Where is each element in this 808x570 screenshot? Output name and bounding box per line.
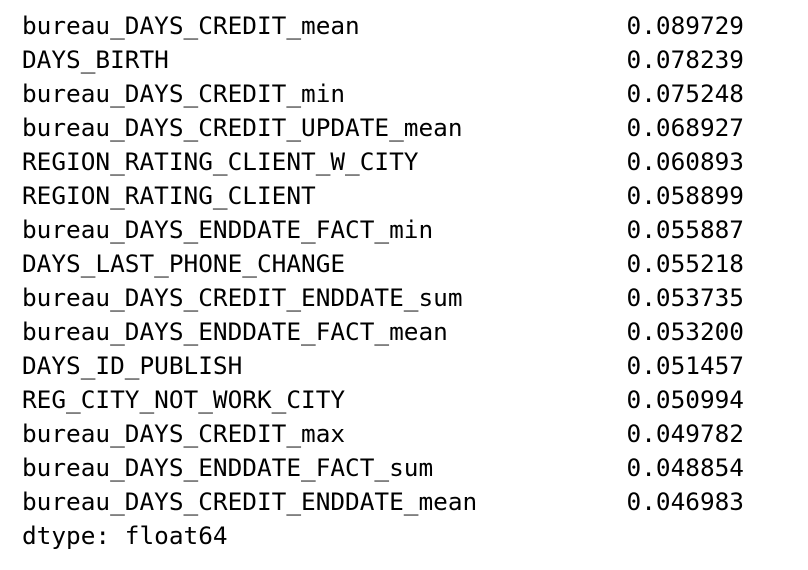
series-output: bureau_DAYS_CREDIT_mean 0.089729 DAYS_BI… [22,9,782,553]
feature-name: bureau_DAYS_CREDIT_mean [22,11,360,40]
series-row: bureau_DAYS_ENDDATE_FACT_min 0.055887 [22,213,782,247]
feature-name: DAYS_LAST_PHONE_CHANGE [22,249,346,278]
feature-value: 0.058899 [626,181,744,210]
series-row: REG_CITY_NOT_WORK_CITY 0.050994 [22,383,782,417]
feature-value: 0.050994 [626,385,744,414]
feature-name: bureau_DAYS_CREDIT_ENDDATE_mean [22,487,478,516]
series-row: bureau_DAYS_CREDIT_ENDDATE_sum 0.053735 [22,281,782,315]
series-row: bureau_DAYS_CREDIT_UPDATE_mean 0.068927 [22,111,782,145]
series-row: REGION_RATING_CLIENT_W_CITY 0.060893 [22,145,782,179]
feature-value: 0.055887 [626,215,744,244]
feature-name: REG_CITY_NOT_WORK_CITY [22,385,346,414]
feature-name: bureau_DAYS_ENDDATE_FACT_mean [22,317,448,346]
feature-value: 0.055218 [626,249,744,278]
feature-name: bureau_DAYS_ENDDATE_FACT_sum [22,453,434,482]
feature-value: 0.075248 [626,79,744,108]
feature-name: bureau_DAYS_CREDIT_max [22,419,346,448]
series-row: bureau_DAYS_CREDIT_ENDDATE_mean 0.046983 [22,485,782,519]
feature-value: 0.053200 [626,317,744,346]
feature-name: bureau_DAYS_CREDIT_UPDATE_mean [22,113,463,142]
series-row: DAYS_BIRTH 0.078239 [22,43,782,77]
series-row: DAYS_LAST_PHONE_CHANGE 0.055218 [22,247,782,281]
feature-value: 0.060893 [626,147,744,176]
feature-value: 0.049782 [626,419,744,448]
series-row: bureau_DAYS_CREDIT_max 0.049782 [22,417,782,451]
feature-name: bureau_DAYS_CREDIT_min [22,79,346,108]
feature-name: DAYS_ID_PUBLISH [22,351,243,380]
feature-name: REGION_RATING_CLIENT_W_CITY [22,147,419,176]
feature-value: 0.068927 [626,113,744,142]
feature-value: 0.048854 [626,453,744,482]
feature-value: 0.053735 [626,283,744,312]
feature-value: 0.078239 [626,45,744,74]
series-row: REGION_RATING_CLIENT 0.058899 [22,179,782,213]
feature-name: bureau_DAYS_ENDDATE_FACT_min [22,215,434,244]
feature-value: 0.089729 [626,11,744,40]
series-row: DAYS_ID_PUBLISH 0.051457 [22,349,782,383]
series-row: bureau_DAYS_CREDIT_min 0.075248 [22,77,782,111]
feature-name: REGION_RATING_CLIENT [22,181,316,210]
dtype-footer: dtype: float64 [22,521,228,550]
series-row: bureau_DAYS_ENDDATE_FACT_sum 0.048854 [22,451,782,485]
series-row: bureau_DAYS_CREDIT_mean 0.089729 [22,9,782,43]
series-row: bureau_DAYS_ENDDATE_FACT_mean 0.053200 [22,315,782,349]
feature-name: bureau_DAYS_CREDIT_ENDDATE_sum [22,283,463,312]
feature-name: DAYS_BIRTH [22,45,169,74]
feature-value: 0.046983 [626,487,744,516]
feature-value: 0.051457 [626,351,744,380]
